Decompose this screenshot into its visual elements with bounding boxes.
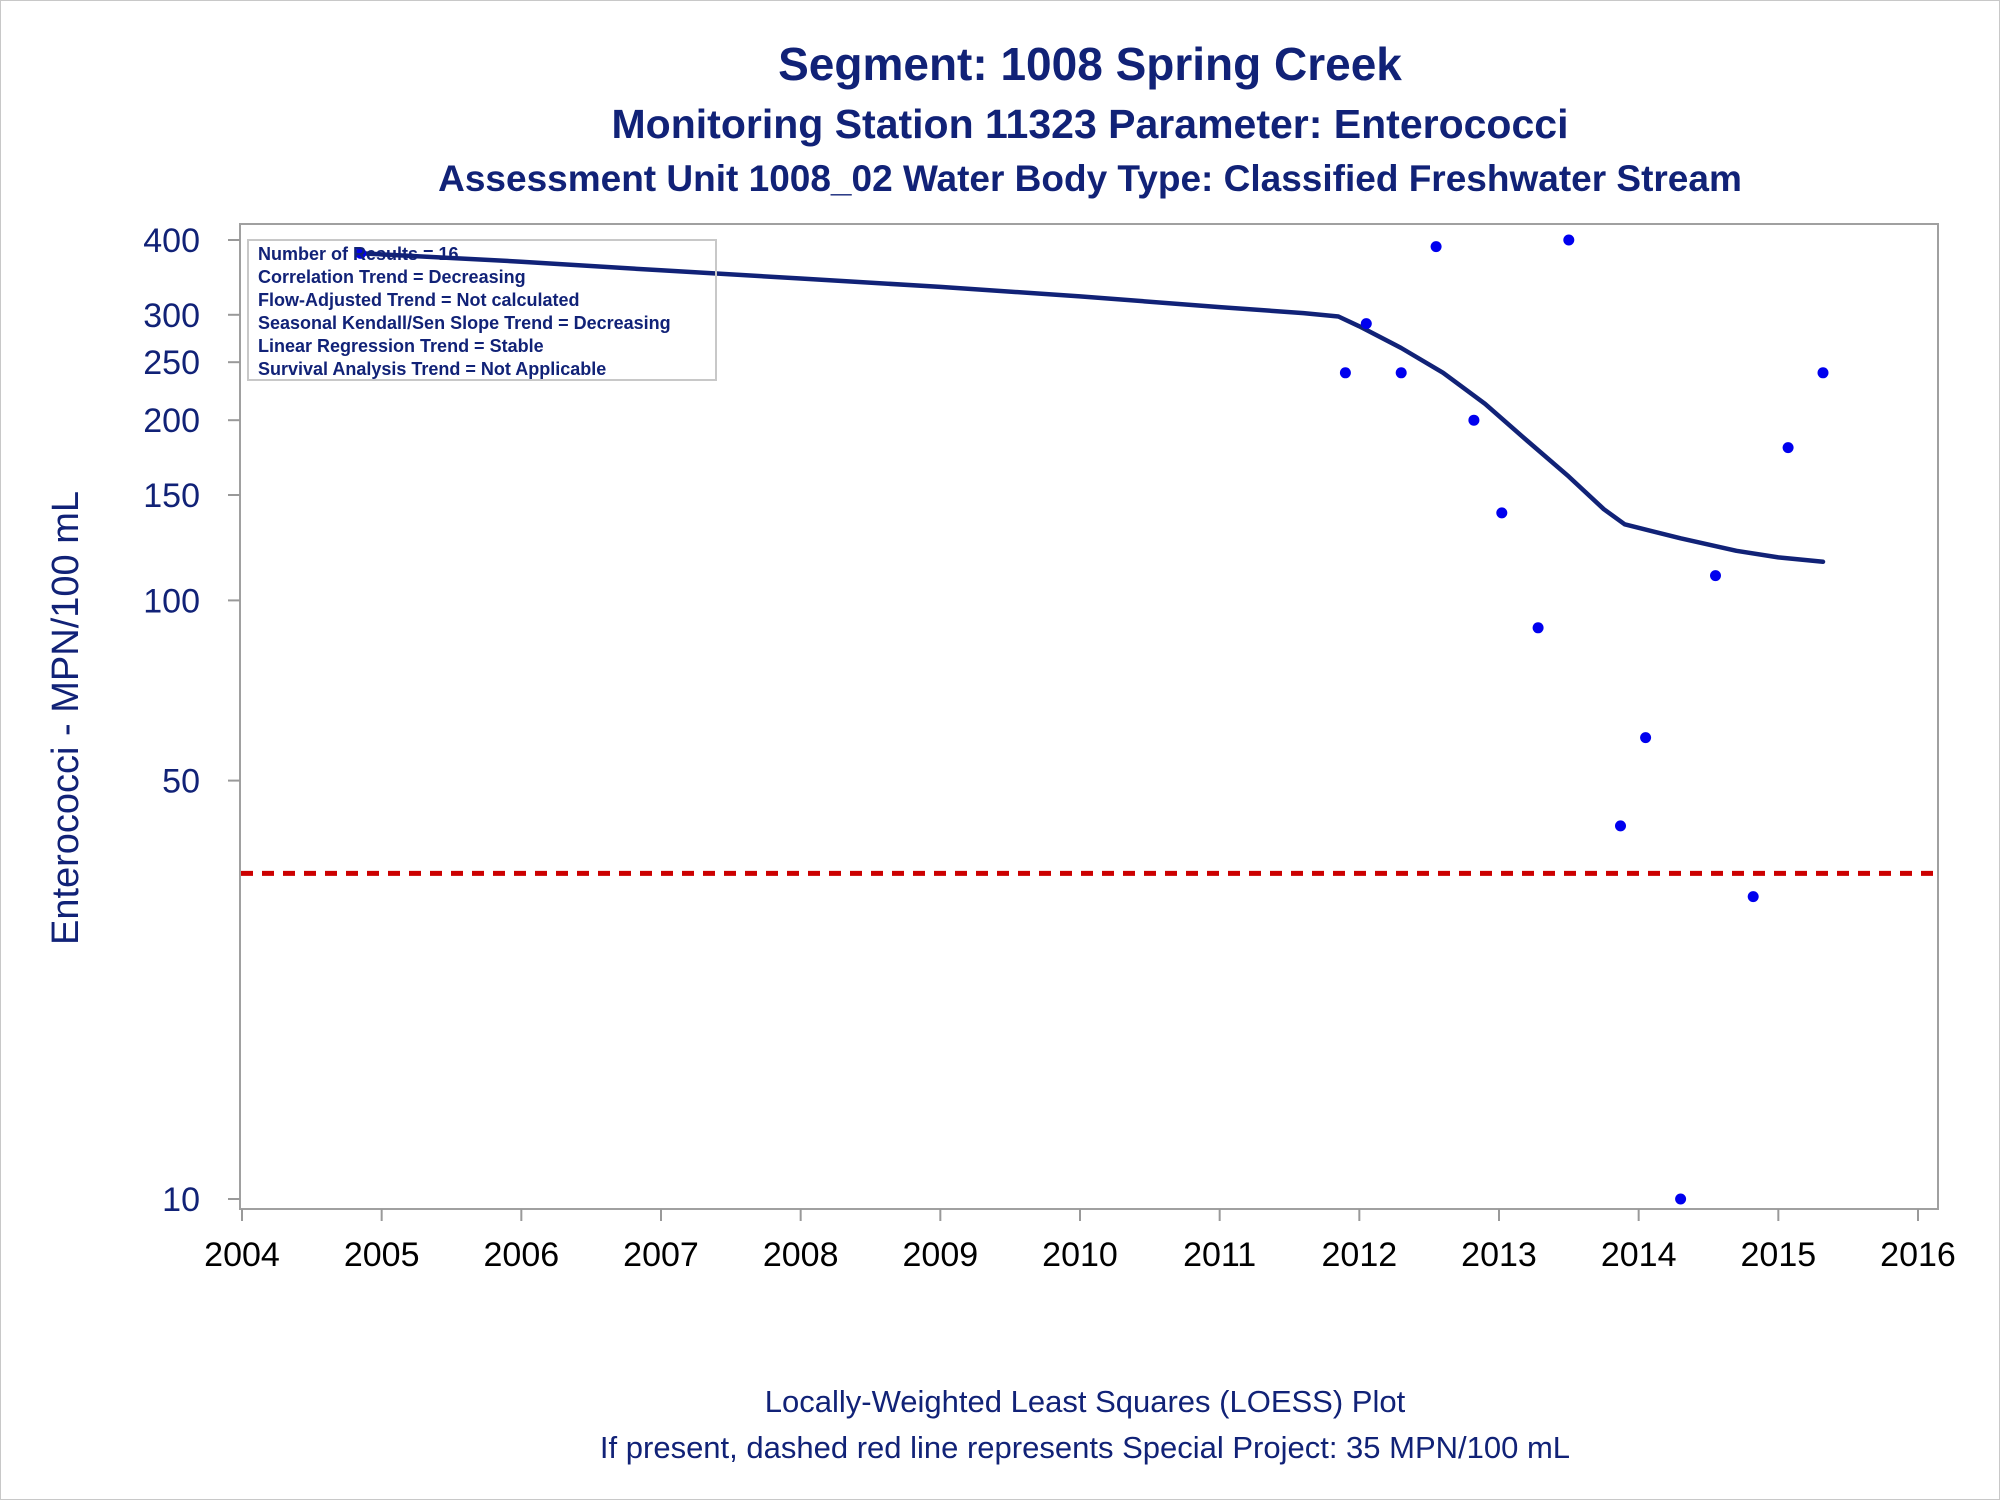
data-point — [1710, 570, 1721, 582]
y-tick-label: 50 — [162, 763, 200, 801]
x-tick-label: 2013 — [1461, 1236, 1537, 1274]
trend-summary-border — [247, 239, 717, 381]
x-tick-label: 2007 — [623, 1236, 699, 1274]
data-point — [1747, 891, 1759, 903]
data-point — [1782, 442, 1794, 454]
data-point — [1430, 241, 1442, 253]
inset-line-correlation: Correlation Trend = Decreasing — [258, 267, 526, 287]
x-tick-label: 2014 — [1601, 1236, 1677, 1274]
chart-title: Segment: 1008 Spring Creek — [778, 38, 1402, 90]
footnote-reference: If present, dashed red line represents S… — [600, 1430, 1570, 1465]
data-point — [355, 247, 367, 259]
inset-line-survival: Survival Analysis Trend = Not Applicable — [258, 359, 606, 379]
x-tick-label: 2006 — [484, 1236, 560, 1274]
x-tick-label: 2005 — [344, 1236, 420, 1274]
data-point — [1496, 507, 1508, 519]
x-tick-label: 2009 — [903, 1236, 979, 1274]
y-tick-label: 300 — [143, 297, 200, 335]
data-point — [1532, 622, 1544, 634]
data-point — [1563, 234, 1575, 246]
x-tick-label: 2008 — [763, 1236, 839, 1274]
x-tick-label: 2016 — [1880, 1236, 1956, 1274]
data-point — [1468, 414, 1480, 426]
loess-group — [358, 251, 1826, 565]
x-tick-label: 2010 — [1042, 1236, 1118, 1274]
inset-line-linear-regression: Linear Regression Trend = Stable — [258, 336, 544, 356]
inset-line-flow-adjusted: Flow-Adjusted Trend = Not calculated — [258, 290, 580, 310]
x-tick-label: 2011 — [1183, 1236, 1256, 1274]
y-axis: 10 50 100 150 200 250 300 400 — [143, 222, 240, 1219]
data-point — [1640, 732, 1652, 744]
points-group — [355, 234, 1829, 1205]
footnote-loess: Locally-Weighted Least Squares (LOESS) P… — [765, 1384, 1406, 1419]
plot-area — [239, 223, 1939, 1210]
data-point — [1615, 820, 1626, 832]
inset-line-results: Number of Results = 16 — [258, 244, 459, 264]
data-point — [1339, 367, 1351, 379]
y-tick-label: 250 — [143, 344, 200, 382]
data-point — [1360, 318, 1372, 330]
loess-curve — [358, 251, 1826, 565]
y-tick-label: 400 — [143, 222, 200, 260]
y-tick-label: 100 — [143, 582, 200, 620]
data-point — [1675, 1193, 1687, 1205]
trend-summary-box: Number of Results = 16 Correlation Trend… — [247, 239, 717, 381]
inset-line-seasonal-kendall: Seasonal Kendall/Sen Slope Trend = Decre… — [258, 313, 671, 333]
y-axis-label: Enterococci - MPN/100 mL — [45, 491, 87, 945]
y-tick-label: 150 — [143, 477, 200, 515]
data-point — [1395, 367, 1407, 379]
chart-subtitle-station: Monitoring Station 11323 Parameter: Ente… — [612, 101, 1569, 147]
chart-subtitle-assessment: Assessment Unit 1008_02 Water Body Type:… — [438, 158, 1742, 199]
x-tick-label: 2012 — [1322, 1236, 1398, 1274]
x-tick-label: 2015 — [1741, 1236, 1817, 1274]
x-tick-label: 2004 — [204, 1236, 280, 1274]
y-tick-label: 10 — [162, 1181, 200, 1219]
data-point — [1817, 367, 1829, 379]
x-axis: 2004 2005 2006 2007 2008 2009 2010 2011 2012 2013… — [204, 1209, 1956, 1274]
y-tick-label: 200 — [143, 402, 200, 440]
